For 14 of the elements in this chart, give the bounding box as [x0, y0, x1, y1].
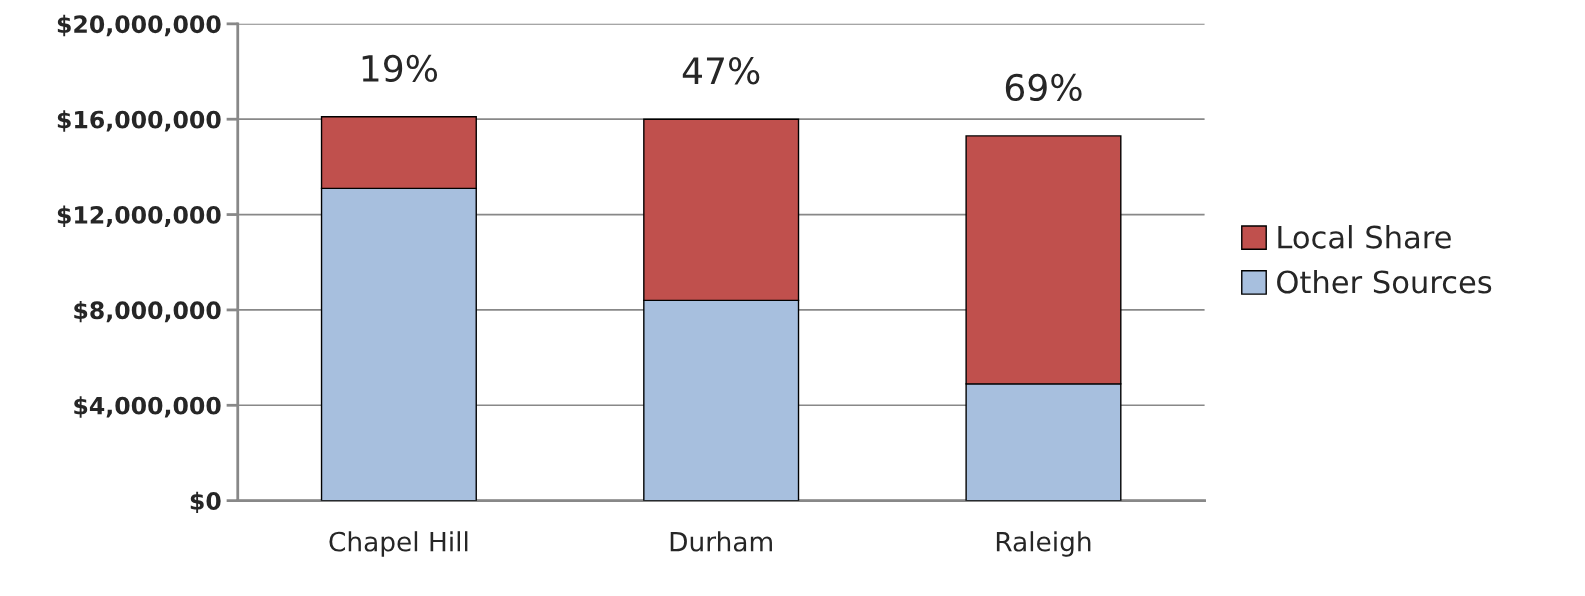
y-tick-label: $0 [190, 491, 221, 514]
y-tick-label: $20,000,000 [57, 14, 221, 37]
annotation: 69% [1005, 73, 1082, 102]
x-tick-label: Chapel Hill [329, 531, 468, 557]
y-tick-label: $8,000,000 [74, 300, 221, 323]
x-tick-label: Raleigh [996, 531, 1091, 557]
legend-label: Local Share [1278, 225, 1451, 249]
y-tick-label: $16,000,000 [57, 110, 221, 132]
y-tick-label: $12,000,000 [57, 205, 221, 227]
x-tick-label: Durham [670, 531, 772, 552]
annotation: 47% [682, 57, 760, 85]
y-tick-label: $4,000,000 [74, 396, 221, 418]
annotation: 19% [362, 54, 438, 83]
legend-label: Other Sources [1277, 269, 1492, 294]
